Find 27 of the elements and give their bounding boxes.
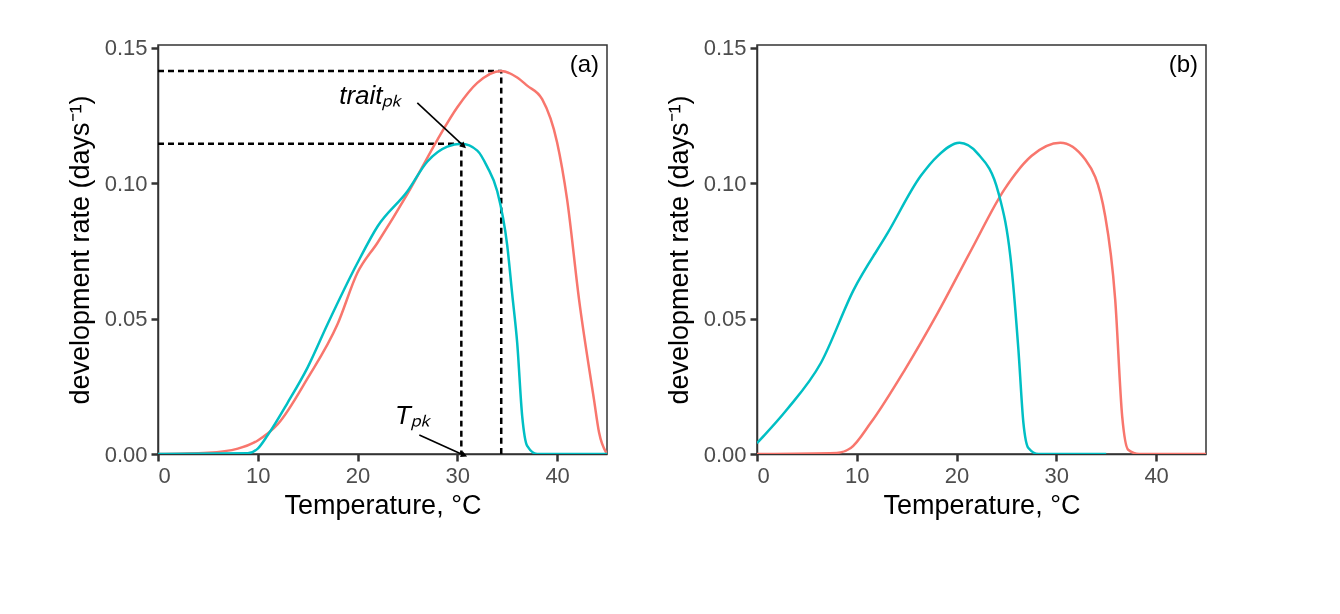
x-tick-label: 30 xyxy=(1044,462,1070,488)
y-tick-label: 0.00 xyxy=(703,441,747,467)
line-series xyxy=(757,141,1108,454)
x-tick-label: 10 xyxy=(845,462,870,488)
annotation: Tₚₖ xyxy=(394,400,432,431)
y-tick-label: 0.15 xyxy=(703,35,747,61)
x-axis-title: Temperature, °C xyxy=(883,489,1081,520)
y-tick-label: 0.05 xyxy=(104,306,148,332)
y-tick-label: 0.10 xyxy=(703,170,747,196)
x-tick-label: 20 xyxy=(944,462,970,488)
y-tick-label: 0.00 xyxy=(104,441,148,467)
x-tick-label: 0 xyxy=(158,462,171,488)
y-tick-label: 0.10 xyxy=(104,170,148,196)
x-tick-label: 10 xyxy=(246,462,271,488)
y-tick-label: 0.15 xyxy=(104,35,148,61)
x-axis-title: Temperature, °C xyxy=(284,489,482,520)
y-axis-title: development rate (days⁻¹) xyxy=(663,95,694,405)
annotation: (a) xyxy=(569,50,599,77)
x-tick-label: 40 xyxy=(545,462,570,488)
x-tick-label: 40 xyxy=(1144,462,1169,488)
annotation: (b) xyxy=(1168,50,1198,77)
annotation: traitₚₖ xyxy=(339,79,404,111)
y-axis-title: development rate (days⁻¹) xyxy=(64,95,95,405)
y-tick-label: 0.05 xyxy=(703,306,747,332)
x-tick-label: 30 xyxy=(445,462,471,488)
x-tick-label: 0 xyxy=(757,462,770,488)
x-tick-label: 20 xyxy=(345,462,371,488)
